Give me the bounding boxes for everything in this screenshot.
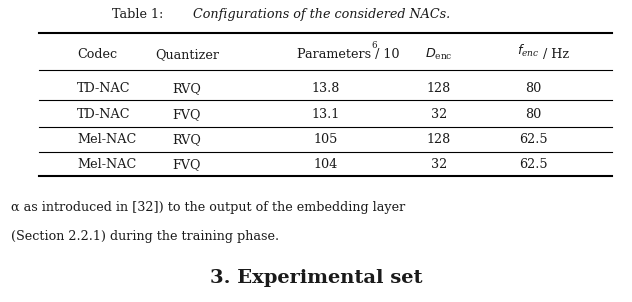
Text: RVQ: RVQ [173,133,202,146]
Text: α as introduced in [32]) to the output of the embedding layer: α as introduced in [32]) to the output o… [11,201,405,214]
Text: 13.1: 13.1 [312,108,339,121]
Text: 32: 32 [430,158,447,171]
Text: 32: 32 [430,108,447,121]
Text: TD-NAC: TD-NAC [77,108,130,121]
Text: 80: 80 [525,108,541,121]
Text: 105: 105 [313,133,337,146]
Text: FVQ: FVQ [173,158,201,171]
Text: 13.8: 13.8 [311,82,339,95]
Text: 6: 6 [372,41,377,50]
Text: Configurations of the considered NACs.: Configurations of the considered NACs. [193,8,451,21]
Text: 128: 128 [427,82,451,95]
Text: Quantizer: Quantizer [155,48,219,61]
Text: / Hz: / Hz [539,48,569,61]
Text: RVQ: RVQ [173,82,202,95]
Text: 62.5: 62.5 [519,133,547,146]
Text: FVQ: FVQ [173,108,201,121]
Text: Mel-NAC: Mel-NAC [77,158,136,171]
Text: 104: 104 [313,158,337,171]
Text: $f_{\mathregular{enc}}$: $f_{\mathregular{enc}}$ [518,43,540,59]
Text: 62.5: 62.5 [519,158,547,171]
Text: 80: 80 [525,82,541,95]
Text: 3. Experimental set: 3. Experimental set [210,269,422,287]
Text: (Section 2.2.1) during the training phase.: (Section 2.2.1) during the training phas… [11,230,279,243]
Text: Table 1:: Table 1: [111,8,167,21]
Text: Codec: Codec [77,48,117,61]
Text: TD-NAC: TD-NAC [77,82,130,95]
Text: Parameters / 10: Parameters / 10 [297,48,399,61]
Text: Mel-NAC: Mel-NAC [77,133,136,146]
Text: 128: 128 [427,133,451,146]
Text: $D_{\mathregular{enc}}$: $D_{\mathregular{enc}}$ [425,47,453,62]
